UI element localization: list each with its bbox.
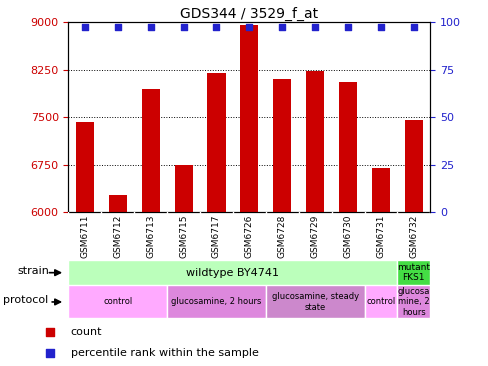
Point — [409, 24, 417, 30]
Bar — [207, 73, 225, 212]
Bar — [397, 260, 429, 285]
Text: GSM6732: GSM6732 — [408, 214, 418, 258]
Bar — [174, 165, 192, 212]
Bar — [108, 195, 126, 212]
Bar — [404, 120, 422, 212]
Point — [212, 24, 220, 30]
Text: glucosamine, 2 hours: glucosamine, 2 hours — [171, 298, 261, 306]
Bar — [167, 285, 265, 318]
Text: GSM6713: GSM6713 — [146, 214, 155, 258]
Point — [278, 24, 285, 30]
Title: GDS344 / 3529_f_at: GDS344 / 3529_f_at — [180, 7, 318, 21]
Bar — [265, 285, 364, 318]
Point — [179, 24, 187, 30]
Text: count: count — [70, 327, 102, 337]
Bar — [371, 168, 389, 212]
Text: GSM6728: GSM6728 — [277, 214, 286, 258]
Text: glucosa
mine, 2
hours: glucosa mine, 2 hours — [397, 287, 429, 317]
Bar — [305, 71, 324, 212]
Bar — [76, 122, 94, 212]
Text: control: control — [103, 298, 132, 306]
Text: protocol: protocol — [3, 295, 49, 305]
Bar — [397, 285, 429, 318]
Text: GSM6726: GSM6726 — [244, 214, 253, 258]
Point — [245, 24, 253, 30]
Text: strain: strain — [17, 266, 49, 276]
Text: GSM6717: GSM6717 — [212, 214, 221, 258]
Text: GSM6711: GSM6711 — [80, 214, 89, 258]
Bar — [68, 285, 167, 318]
Point — [344, 24, 351, 30]
Text: glucosamine, steady
state: glucosamine, steady state — [271, 292, 358, 312]
Point — [46, 329, 54, 335]
Text: wildtype BY4741: wildtype BY4741 — [186, 268, 279, 278]
Text: mutant
FKS1: mutant FKS1 — [397, 263, 429, 283]
Text: GSM6712: GSM6712 — [113, 214, 122, 258]
Text: percentile rank within the sample: percentile rank within the sample — [70, 348, 258, 358]
Bar — [364, 285, 397, 318]
Text: GSM6729: GSM6729 — [310, 214, 319, 258]
Bar — [240, 25, 258, 212]
Point — [311, 24, 319, 30]
Point — [146, 24, 154, 30]
Point — [376, 24, 384, 30]
Bar — [273, 79, 291, 212]
Bar — [142, 89, 160, 212]
Text: GSM6731: GSM6731 — [376, 214, 385, 258]
Point — [46, 350, 54, 356]
Point — [114, 24, 122, 30]
Point — [81, 24, 89, 30]
Bar — [338, 82, 356, 212]
Text: control: control — [366, 298, 395, 306]
Text: GSM6730: GSM6730 — [343, 214, 352, 258]
Text: GSM6715: GSM6715 — [179, 214, 188, 258]
